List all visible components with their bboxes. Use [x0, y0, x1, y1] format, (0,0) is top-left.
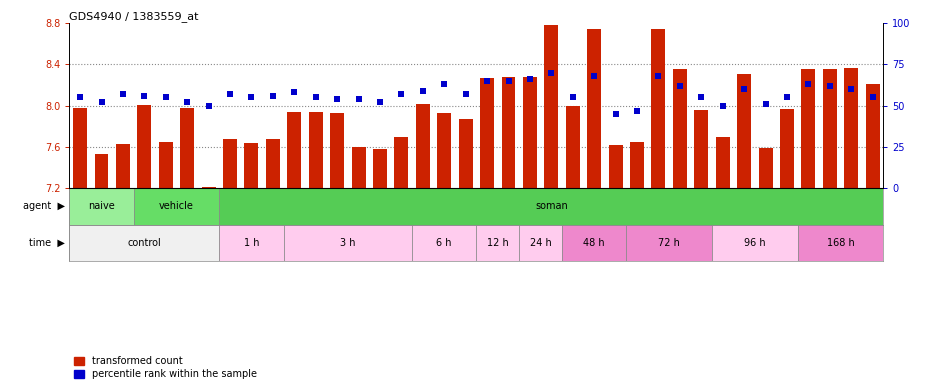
Bar [626, 225, 712, 261]
Bar [845, 68, 858, 188]
Bar [797, 225, 883, 261]
Bar [94, 154, 108, 188]
Bar [758, 148, 772, 188]
Bar [138, 104, 152, 188]
Bar [823, 70, 837, 188]
Bar [73, 108, 87, 188]
Bar [566, 106, 580, 188]
Bar [180, 108, 194, 188]
Text: 3 h: 3 h [340, 238, 355, 248]
Bar [330, 113, 344, 188]
Text: agent  ▶: agent ▶ [23, 201, 65, 211]
Bar [519, 225, 562, 261]
Bar [416, 104, 430, 188]
Bar [223, 139, 237, 188]
Bar [695, 110, 709, 188]
Bar [651, 29, 665, 188]
Bar [394, 137, 408, 188]
Bar [413, 225, 476, 261]
Bar [202, 187, 216, 188]
Text: 1 h: 1 h [243, 238, 259, 248]
Text: naive: naive [88, 201, 115, 212]
Text: 24 h: 24 h [530, 238, 551, 248]
Bar [438, 113, 451, 188]
Bar [866, 84, 880, 188]
Bar [501, 77, 515, 188]
Bar [545, 25, 559, 188]
Bar [265, 139, 280, 188]
Bar [672, 70, 687, 188]
Bar [133, 188, 219, 225]
Bar [562, 225, 626, 261]
Text: GDS4940 / 1383559_at: GDS4940 / 1383559_at [68, 11, 198, 22]
Text: vehicle: vehicle [159, 201, 194, 212]
Bar [159, 142, 173, 188]
Bar [309, 112, 323, 188]
Bar [801, 70, 815, 188]
Bar [630, 142, 644, 188]
Bar [288, 112, 302, 188]
Bar [609, 145, 623, 188]
Bar [523, 77, 536, 188]
Text: 72 h: 72 h [659, 238, 680, 248]
Text: 6 h: 6 h [437, 238, 452, 248]
Bar [284, 225, 413, 261]
Bar [373, 149, 387, 188]
Bar [737, 74, 751, 188]
Bar [712, 225, 797, 261]
Bar [116, 144, 130, 188]
Bar [244, 143, 258, 188]
Bar [69, 225, 219, 261]
Bar [587, 29, 601, 188]
Bar [352, 147, 365, 188]
Text: soman: soman [535, 201, 568, 212]
Text: time  ▶: time ▶ [29, 238, 65, 248]
Bar [780, 109, 794, 188]
Text: 168 h: 168 h [827, 238, 855, 248]
Bar [219, 188, 883, 225]
Text: 48 h: 48 h [584, 238, 605, 248]
Bar [480, 78, 494, 188]
Bar [716, 137, 730, 188]
Bar [219, 225, 284, 261]
Bar [476, 225, 519, 261]
Text: 96 h: 96 h [744, 238, 766, 248]
Bar [69, 188, 133, 225]
Text: control: control [128, 238, 161, 248]
Text: 12 h: 12 h [487, 238, 509, 248]
Legend: transformed count, percentile rank within the sample: transformed count, percentile rank withi… [74, 356, 257, 379]
Bar [459, 119, 473, 188]
